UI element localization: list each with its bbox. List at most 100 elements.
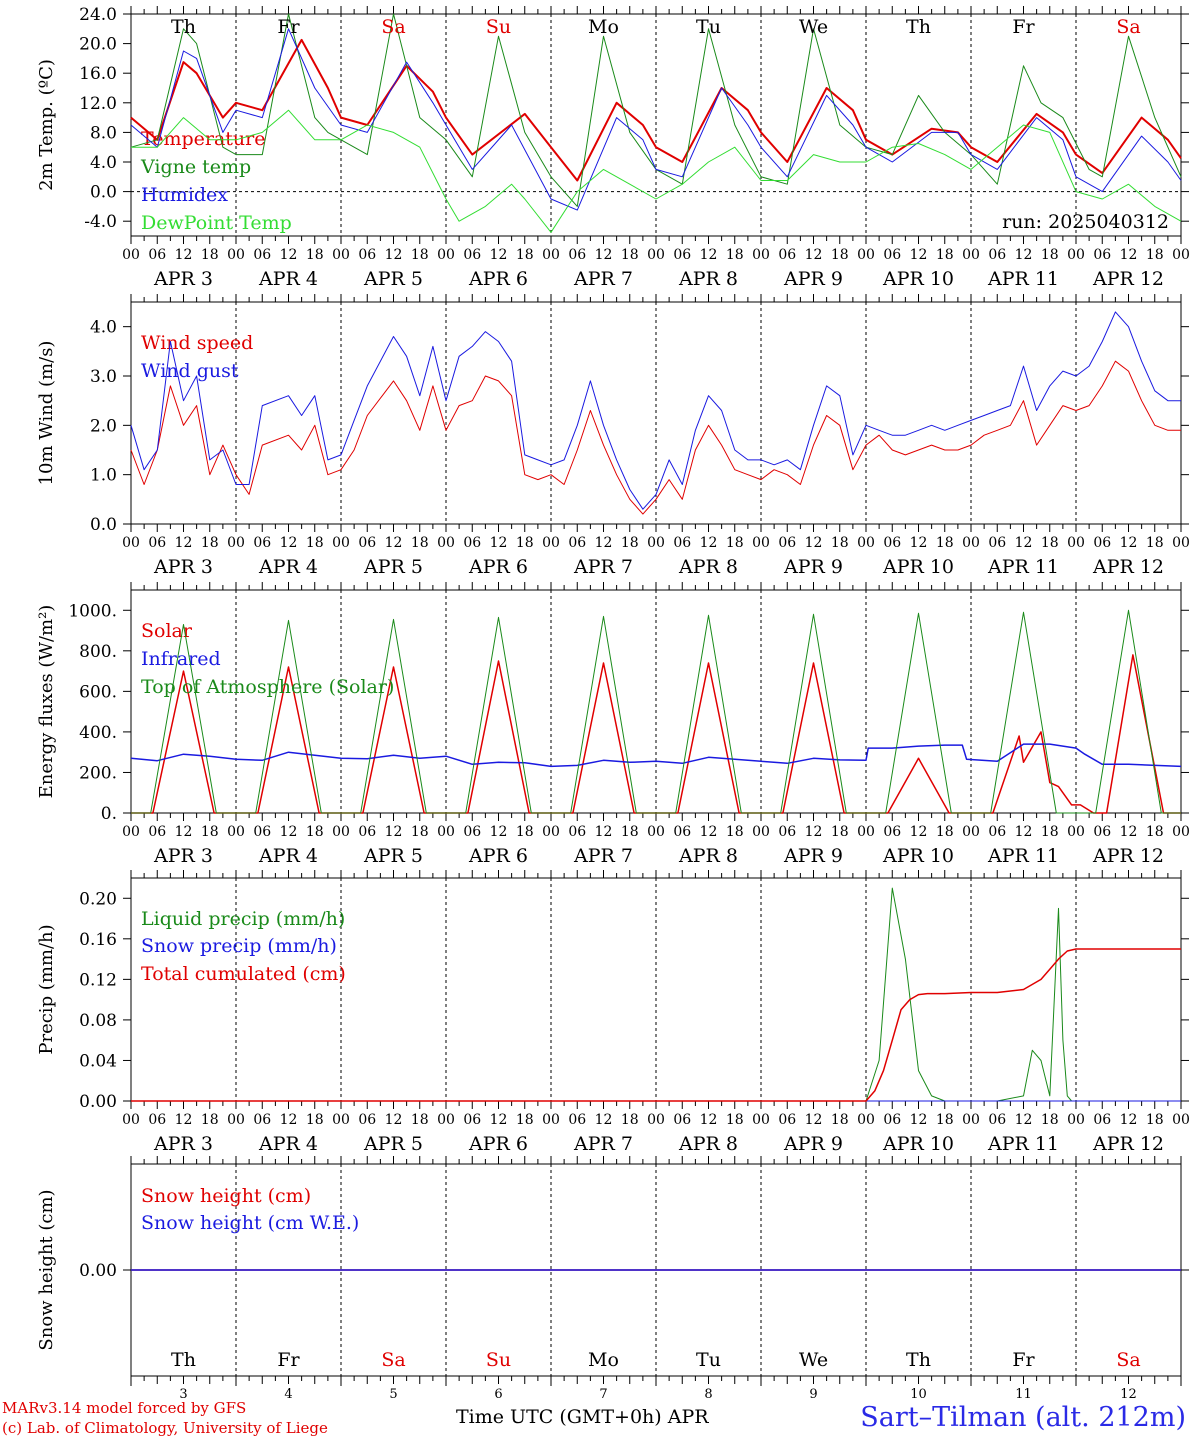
date-label: APR 5 xyxy=(363,845,423,867)
hour-label: 12 xyxy=(490,824,508,840)
hour-label: 12 xyxy=(1120,247,1138,263)
weekday-label: Fr xyxy=(1012,16,1035,38)
hour-label: 00 xyxy=(752,1112,770,1128)
legend-entry: Liquid precip (mm/h) xyxy=(141,908,345,930)
hour-label: 06 xyxy=(463,824,481,840)
copyright-credit: (c) Lab. of Climatology, University of L… xyxy=(2,1419,328,1437)
hour-label: 06 xyxy=(883,535,901,551)
hour-label: 12 xyxy=(595,824,613,840)
hour-label: 06 xyxy=(673,824,691,840)
date-label: APR 9 xyxy=(783,268,843,290)
date-label: APR 7 xyxy=(573,556,633,578)
y-tick-label: 800. xyxy=(79,642,117,662)
hour-label: 18 xyxy=(1146,824,1164,840)
legend-entry: DewPoint Temp xyxy=(141,212,292,234)
hour-label: 06 xyxy=(253,247,271,263)
hour-label: 06 xyxy=(778,247,796,263)
weekday-label: Sa xyxy=(1116,1349,1140,1371)
date-label: APR 4 xyxy=(258,1133,318,1155)
hour-label: 06 xyxy=(253,535,271,551)
y-tick-label: 2.0 xyxy=(90,416,117,436)
y-tick-label: 0.04 xyxy=(79,1051,117,1071)
hour-label: 12 xyxy=(805,535,823,551)
hour-label: 00 xyxy=(332,247,350,263)
hour-label: 06 xyxy=(568,535,586,551)
legend-entry: Temperature xyxy=(141,128,265,150)
day-number: 3 xyxy=(179,1387,187,1402)
hour-label: 18 xyxy=(831,247,849,263)
y-tick-label: 0.0 xyxy=(90,183,117,203)
legend-entry: Snow height (cm) xyxy=(141,1185,311,1207)
hour-label: 00 xyxy=(437,824,455,840)
weekday-label: Sa xyxy=(381,16,405,38)
hour-label: 00 xyxy=(227,247,245,263)
date-label: APR 9 xyxy=(783,1133,843,1155)
y-tick-label: 0.00 xyxy=(79,1092,117,1112)
hour-label: 12 xyxy=(700,247,718,263)
date-label: APR 7 xyxy=(573,268,633,290)
hour-label: 06 xyxy=(358,824,376,840)
date-label: APR 6 xyxy=(468,845,528,867)
model-credit: MARv3.14 model forced by GFS xyxy=(2,1399,247,1417)
hour-label: 18 xyxy=(306,1112,324,1128)
hour-label: 12 xyxy=(700,1112,718,1128)
hour-label: 06 xyxy=(568,1112,586,1128)
hour-label: 00 xyxy=(752,247,770,263)
hour-label: 00 xyxy=(1067,1112,1085,1128)
hour-label: 18 xyxy=(201,824,219,840)
hour-label: 00 xyxy=(647,535,665,551)
hour-label: 00 xyxy=(1172,247,1190,263)
hour-label: 00 xyxy=(332,1112,350,1128)
hour-label: 00 xyxy=(1067,247,1085,263)
y-tick-label: 0. xyxy=(101,804,117,824)
hour-label: 00 xyxy=(332,824,350,840)
y-tick-label: 200. xyxy=(79,763,117,783)
hour-label: 12 xyxy=(175,535,193,551)
y-tick-label: 0.12 xyxy=(79,970,117,990)
hour-label: 00 xyxy=(227,535,245,551)
y-axis-label: Energy fluxes (W/m²) xyxy=(36,605,57,799)
hour-label: 00 xyxy=(332,535,350,551)
hour-label: 00 xyxy=(1067,535,1085,551)
hour-label: 00 xyxy=(227,1112,245,1128)
series-line-top-of-atmosphere-solar- xyxy=(131,609,1181,814)
y-tick-label: 0.16 xyxy=(79,930,117,950)
hour-label: 18 xyxy=(726,824,744,840)
weekday-label: Sa xyxy=(1116,16,1140,38)
station-title: Sart–Tilman (alt. 212m) xyxy=(860,1402,1186,1433)
day-number: 9 xyxy=(809,1387,817,1402)
date-label: APR 12 xyxy=(1092,268,1164,290)
hour-label: 06 xyxy=(673,247,691,263)
legend-entry: Humidex xyxy=(141,184,228,206)
hour-label: 00 xyxy=(647,824,665,840)
hour-label: 06 xyxy=(148,247,166,263)
hour-label: 12 xyxy=(595,1112,613,1128)
hour-label: 12 xyxy=(1015,247,1033,263)
hour-label: 12 xyxy=(280,535,298,551)
hour-label: 12 xyxy=(385,1112,403,1128)
hour-label: 12 xyxy=(280,1112,298,1128)
hour-label: 12 xyxy=(1015,824,1033,840)
hour-label: 12 xyxy=(805,247,823,263)
hour-label: 12 xyxy=(910,247,928,263)
y-tick-label: 4.0 xyxy=(90,153,117,173)
hour-label: 06 xyxy=(883,1112,901,1128)
series-line-wind-gust xyxy=(130,311,1181,510)
legend-entry: Wind gust xyxy=(141,360,239,382)
hour-label: 18 xyxy=(306,535,324,551)
hour-label: 18 xyxy=(726,535,744,551)
date-label: APR 3 xyxy=(153,556,213,578)
weekday-label: We xyxy=(799,16,828,38)
hour-label: 18 xyxy=(621,247,639,263)
hour-label: 18 xyxy=(516,1112,534,1128)
hour-label: 12 xyxy=(1120,824,1138,840)
hour-label: 12 xyxy=(700,824,718,840)
hour-label: 18 xyxy=(936,824,954,840)
date-label: APR 12 xyxy=(1092,556,1164,578)
hour-label: 00 xyxy=(122,1112,140,1128)
hour-label: 18 xyxy=(411,247,429,263)
hour-label: 06 xyxy=(463,535,481,551)
date-label: APR 11 xyxy=(987,845,1059,867)
hour-label: 00 xyxy=(962,535,980,551)
hour-label: 00 xyxy=(122,247,140,263)
